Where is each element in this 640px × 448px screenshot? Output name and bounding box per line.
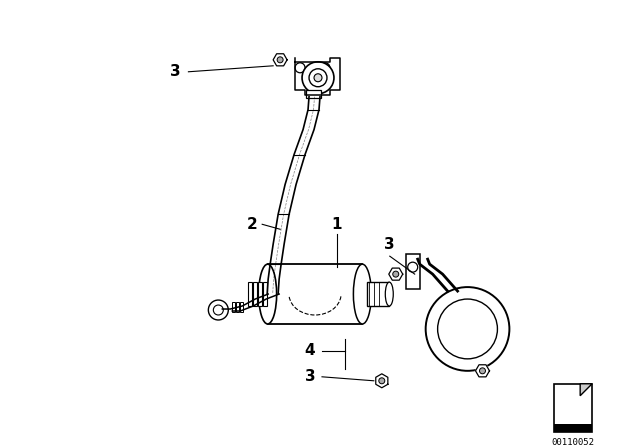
Bar [232,302,236,312]
Text: 2: 2 [247,217,257,232]
Circle shape [438,299,497,359]
Polygon shape [273,54,287,66]
Bar [240,302,243,312]
Circle shape [314,74,322,82]
Ellipse shape [385,282,393,306]
Polygon shape [580,384,592,396]
Text: 4: 4 [305,343,316,358]
Bar [406,254,420,289]
Bar [367,282,389,306]
Circle shape [379,378,385,384]
Circle shape [209,300,228,320]
Bar [253,282,257,306]
Polygon shape [476,365,490,377]
Circle shape [408,262,418,272]
Circle shape [277,57,283,63]
Circle shape [295,63,305,73]
Circle shape [393,271,399,277]
Circle shape [309,69,327,87]
Text: 3: 3 [170,64,180,79]
Bar [306,90,321,98]
Text: 1: 1 [332,217,342,232]
Text: 3: 3 [305,369,316,384]
Bar [248,282,252,306]
Bar [554,424,592,431]
Circle shape [302,62,334,94]
Bar [262,282,267,306]
Polygon shape [376,374,388,388]
Text: 00110052: 00110052 [552,438,595,447]
Circle shape [479,368,486,374]
Circle shape [426,287,509,371]
Polygon shape [295,58,340,95]
Circle shape [213,305,223,315]
Bar [236,302,239,312]
Ellipse shape [353,264,371,324]
Polygon shape [388,268,403,280]
Ellipse shape [259,264,276,324]
Circle shape [320,63,330,73]
Bar [554,384,592,431]
Bar [258,282,262,306]
Bar [268,264,362,324]
Text: 3: 3 [385,237,395,252]
